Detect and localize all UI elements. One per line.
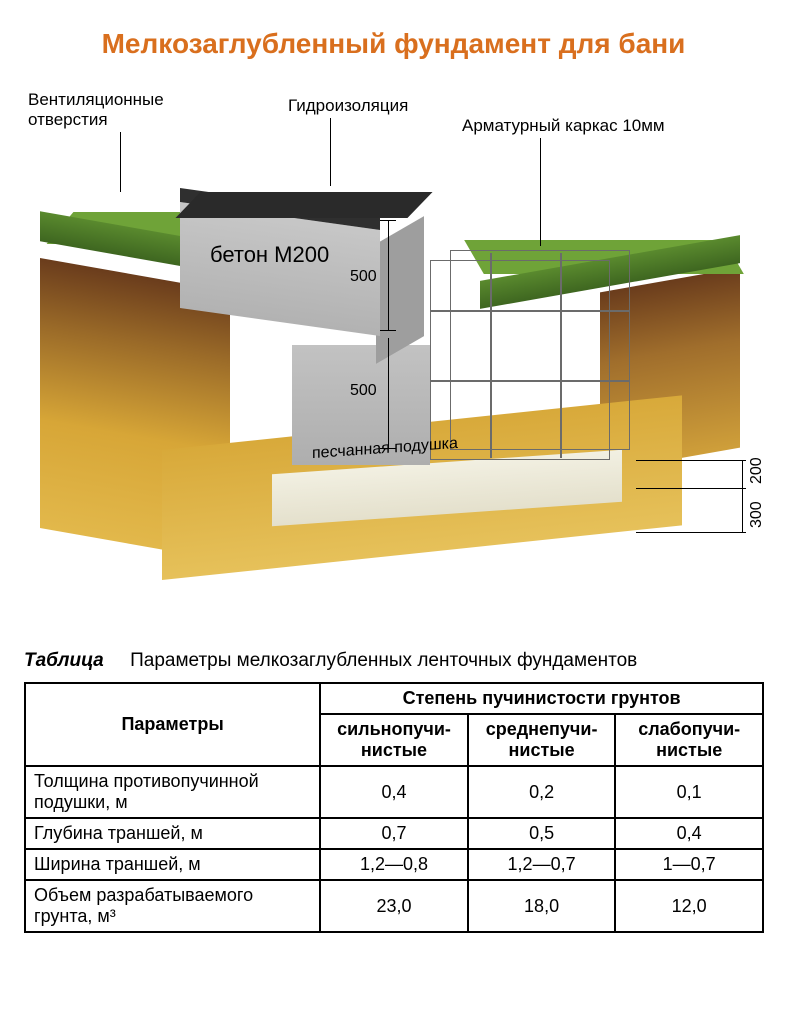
rebar-hbar — [430, 380, 630, 382]
label-vent: Вентиляционные отверстия — [28, 90, 164, 130]
table-row: Глубина траншей, м 0,7 0,5 0,4 — [25, 818, 763, 849]
label-hydro: Гидроизоляция — [288, 96, 408, 116]
diagram-scene — [40, 150, 740, 630]
dim-line — [742, 460, 743, 532]
parameters-table: Параметры Степень пучинистости грунтов с… — [24, 682, 764, 933]
table-row: Объем разрабатываемого грунта, м³ 23,0 1… — [25, 880, 763, 932]
cell-val: 18,0 — [468, 880, 616, 932]
th-col: слабопучи- нистые — [615, 714, 763, 766]
th-parameters: Параметры — [25, 683, 320, 766]
cell-val: 0,7 — [320, 818, 468, 849]
dim-line — [388, 220, 389, 330]
cell-val: 1,2—0,8 — [320, 849, 468, 880]
table-caption: Таблица Параметры мелкозаглубленных лент… — [24, 650, 764, 672]
cell-val: 1,2—0,7 — [468, 849, 616, 880]
table-caption-text: Параметры мелкозаглубленных ленточных фу… — [130, 650, 637, 671]
leadline — [330, 118, 331, 186]
dim-upper-h: 500 — [350, 268, 377, 286]
page-title: Мелкозаглубленный фундамент для бани — [0, 0, 787, 60]
concrete-side — [376, 216, 424, 364]
dim-pad-w: 300 — [748, 501, 766, 528]
dim-tick — [380, 220, 396, 221]
rebar-hbar — [430, 310, 630, 312]
table-row: Толщина противопучинной подушки, м 0,4 0… — [25, 766, 763, 818]
rebar-outline-back — [450, 250, 630, 450]
table-row: Ширина траншей, м 1,2—0,8 1,2—0,7 1—0,7 — [25, 849, 763, 880]
label-concrete: бетон М200 — [210, 242, 329, 268]
rebar-vbar — [490, 253, 492, 458]
label-rebar: Арматурный каркас 10мм — [462, 116, 665, 136]
th-group: Степень пучинистости грунтов — [320, 683, 763, 714]
dim-line — [636, 488, 746, 489]
cell-val: 23,0 — [320, 880, 468, 932]
foundation-diagram: Вентиляционные отверстия Гидроизоляция А… — [0, 80, 787, 640]
cell-val: 0,4 — [320, 766, 468, 818]
cell-param: Глубина траншей, м — [25, 818, 320, 849]
cell-val: 0,1 — [615, 766, 763, 818]
cell-val: 0,4 — [615, 818, 763, 849]
th-col: сильнопучи- нистые — [320, 714, 468, 766]
cell-val: 0,5 — [468, 818, 616, 849]
leadline — [120, 132, 121, 192]
cell-val: 1—0,7 — [615, 849, 763, 880]
dim-line — [636, 532, 746, 533]
rebar-vbar — [560, 253, 562, 458]
table-caption-prefix: Таблица — [24, 650, 104, 671]
leadline — [540, 138, 541, 246]
dim-tick — [380, 330, 396, 331]
cell-param: Толщина противопучинной подушки, м — [25, 766, 320, 818]
cell-val: 0,2 — [468, 766, 616, 818]
dim-pad-h: 200 — [748, 457, 766, 484]
parameters-table-section: Таблица Параметры мелкозаглубленных лент… — [24, 650, 764, 933]
dim-line — [636, 460, 746, 461]
dim-tick — [380, 448, 396, 449]
dim-lower-h: 500 — [350, 382, 377, 400]
th-col: среднепучи- нистые — [468, 714, 616, 766]
table-body: Толщина противопучинной подушки, м 0,4 0… — [25, 766, 763, 932]
waterproof-cap — [175, 192, 432, 218]
dim-line — [388, 338, 389, 448]
cell-val: 12,0 — [615, 880, 763, 932]
cell-param: Ширина траншей, м — [25, 849, 320, 880]
cell-param: Объем разрабатываемого грунта, м³ — [25, 880, 320, 932]
